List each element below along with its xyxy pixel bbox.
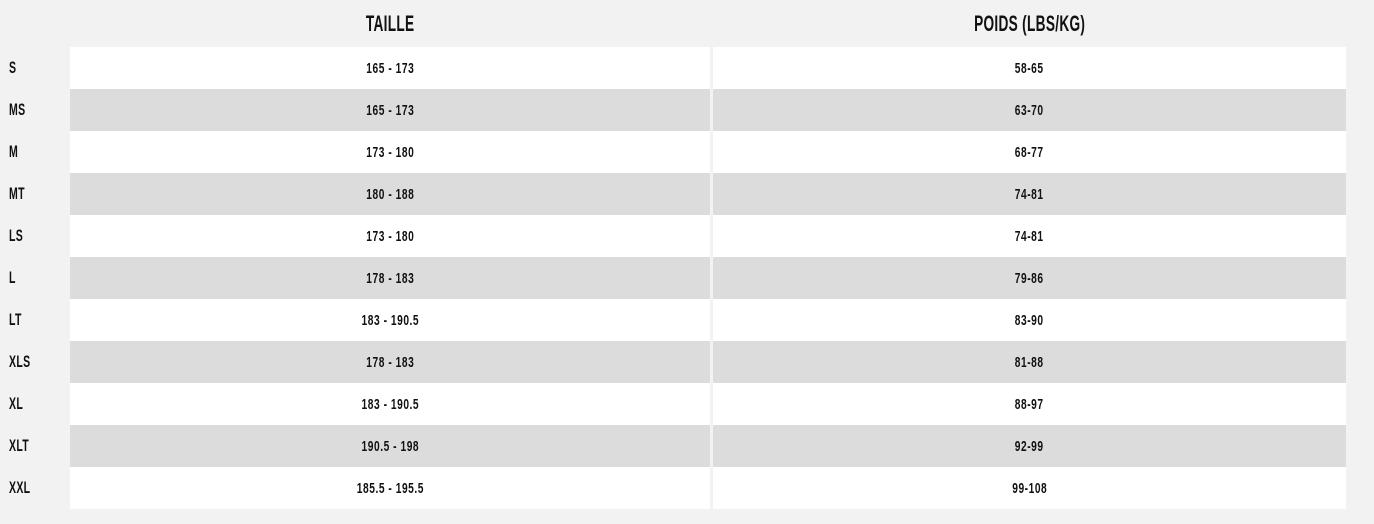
table-row: XL 183 - 190.5 88-97 — [0, 383, 1374, 425]
table-body: S 165 - 173 58-65 MS 165 - 173 63-70 M 1… — [0, 47, 1374, 509]
table-row: S 165 - 173 58-65 — [0, 47, 1374, 89]
height-cell: 165 - 173 — [70, 47, 710, 89]
weight-cell: 92-99 — [713, 425, 1346, 467]
height-cell: 183 - 190.5 — [70, 383, 710, 425]
row-right-margin — [1346, 215, 1374, 257]
row-right-margin — [1346, 299, 1374, 341]
size-label: XL — [9, 394, 24, 413]
table-row: MS 165 - 173 63-70 — [0, 89, 1374, 131]
size-label: L — [9, 268, 16, 287]
size-label: XLS — [9, 352, 31, 371]
row-right-margin — [1346, 383, 1374, 425]
size-label: S — [9, 58, 17, 77]
header-poids: POIDS (LBS/KG) — [713, 0, 1346, 47]
row-right-margin — [1346, 89, 1374, 131]
weight-cell: 81-88 — [713, 341, 1346, 383]
row-right-margin — [1346, 257, 1374, 299]
size-label: LS — [9, 226, 24, 245]
size-label: XXL — [9, 478, 31, 497]
height-cell: 178 - 183 — [70, 257, 710, 299]
size-label: MT — [9, 184, 25, 203]
row-right-margin — [1346, 173, 1374, 215]
weight-cell: 79-86 — [713, 257, 1346, 299]
table-row: XLT 190.5 - 198 92-99 — [0, 425, 1374, 467]
size-label: MS — [9, 100, 26, 119]
row-right-margin — [1346, 47, 1374, 89]
row-right-margin — [1346, 131, 1374, 173]
height-cell: 165 - 173 — [70, 89, 710, 131]
height-cell: 178 - 183 — [70, 341, 710, 383]
height-cell: 183 - 190.5 — [70, 299, 710, 341]
height-cell: 173 - 180 — [70, 215, 710, 257]
table-row: LT 183 - 190.5 83-90 — [0, 299, 1374, 341]
row-right-margin — [1346, 341, 1374, 383]
header-taille-label: TAILLE — [365, 10, 415, 36]
table-row: M 173 - 180 68-77 — [0, 131, 1374, 173]
table-row: XLS 178 - 183 81-88 — [0, 341, 1374, 383]
row-right-margin — [1346, 467, 1374, 509]
header-label-spacer — [0, 0, 70, 47]
header-poids-label: POIDS (LBS/KG) — [973, 10, 1086, 36]
table-row: LS 173 - 180 74-81 — [0, 215, 1374, 257]
header-right-margin — [1346, 0, 1374, 47]
height-cell: 173 - 180 — [70, 131, 710, 173]
table-row: L 178 - 183 79-86 — [0, 257, 1374, 299]
weight-cell: 83-90 — [713, 299, 1346, 341]
row-right-margin — [1346, 425, 1374, 467]
weight-cell: 63-70 — [713, 89, 1346, 131]
weight-cell: 88-97 — [713, 383, 1346, 425]
size-label: XLT — [9, 436, 30, 455]
table-row: MT 180 - 188 74-81 — [0, 173, 1374, 215]
table-row: XXL 185.5 - 195.5 99-108 — [0, 467, 1374, 509]
weight-cell: 74-81 — [713, 173, 1346, 215]
header-taille: TAILLE — [70, 0, 710, 47]
size-chart-header: TAILLE POIDS (LBS/KG) — [0, 0, 1374, 47]
height-cell: 190.5 - 198 — [70, 425, 710, 467]
weight-cell: 58-65 — [713, 47, 1346, 89]
size-label: LT — [9, 310, 22, 329]
height-cell: 180 - 188 — [70, 173, 710, 215]
weight-cell: 99-108 — [713, 467, 1346, 509]
weight-cell: 68-77 — [713, 131, 1346, 173]
weight-cell: 74-81 — [713, 215, 1346, 257]
size-label: M — [9, 142, 19, 161]
height-cell: 185.5 - 195.5 — [70, 467, 710, 509]
